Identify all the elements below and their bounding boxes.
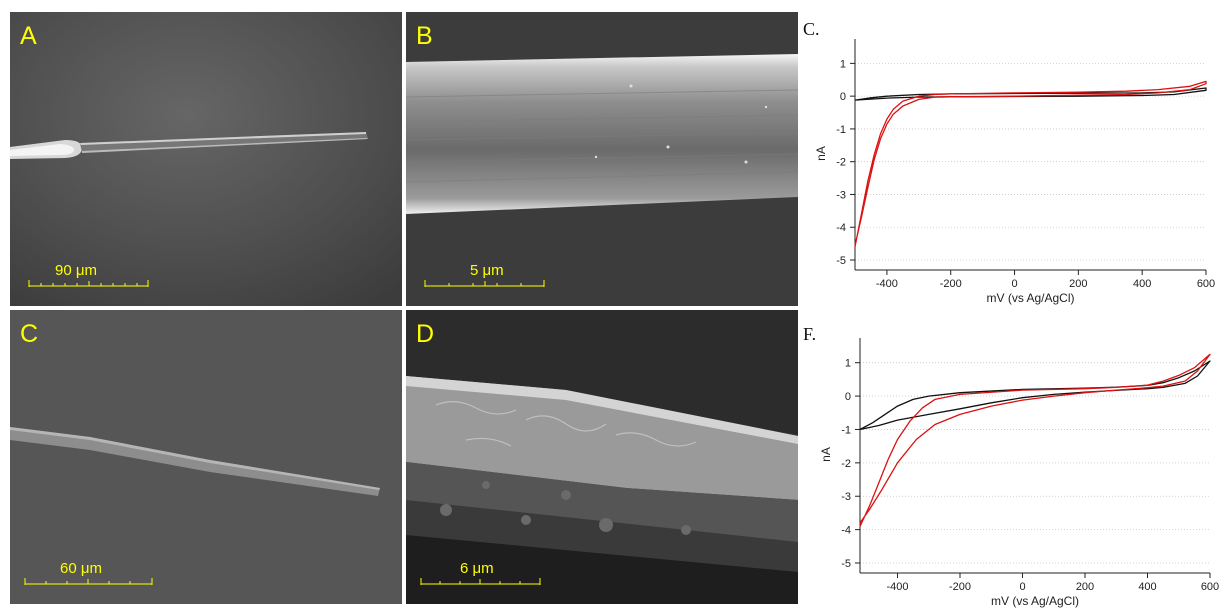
chart-c-y-axis-label: nA — [814, 146, 828, 161]
chart-c-panel-label: C. — [803, 19, 820, 39]
scale-bar-label-c: 60 μm — [60, 560, 102, 577]
panel-label-d: D — [416, 320, 435, 348]
chart-f-y-axis-label: nA — [819, 447, 833, 462]
chart-c-series-line-red — [854, 80, 1207, 248]
scale-bar-c — [24, 578, 153, 585]
sem-panel-b: B 5 μm — [406, 12, 798, 306]
chart-f-y-tick-label: 1 — [845, 358, 851, 370]
scale-bar-b — [424, 280, 545, 287]
scale-bar-label-d: 6 μm — [460, 560, 494, 577]
chart-c-y-tick-label: 1 — [840, 58, 846, 70]
panel-label-b: B — [416, 22, 433, 50]
chart-f-y-tick-label: -1 — [841, 424, 851, 436]
chart-f-y-tick-label: 0 — [845, 391, 851, 403]
chart-f-x-tick-label: 200 — [1076, 581, 1094, 593]
panel-label-a: A — [20, 22, 37, 50]
sem-panel-a: A 90 μm — [10, 12, 402, 306]
panel-label-c: C — [20, 320, 39, 348]
scale-bar-d — [420, 578, 541, 585]
chart-c-y-tick-label: -2 — [836, 157, 846, 169]
chart-f-x-tick-label: 0 — [1019, 581, 1025, 593]
scale-bar-a — [28, 280, 149, 287]
chart-c-x-tick-label: 0 — [1011, 278, 1017, 290]
chart-f-x-tick-label: -400 — [886, 581, 908, 593]
chart-f-x-tick-label: 600 — [1201, 581, 1219, 593]
chart-f-y-tick-label: -3 — [841, 491, 851, 503]
chart-f-x-tick-label: 400 — [1138, 581, 1156, 593]
cv-chart-f-svg: F. -5 -4 -3 -2 -1 0 1 -400 -200 0 200 400 600 mV (vs A… — [803, 324, 1219, 608]
chart-f-series-line-red — [859, 353, 1211, 527]
sem-image-a — [10, 12, 402, 306]
chart-c-y-tick-label: -3 — [836, 189, 846, 201]
chart-c-x-tick-label: 200 — [1069, 278, 1087, 290]
chart-c-x-axis-label: mV (vs Ag/AgCl) — [986, 291, 1074, 305]
chart-c-y-tick-label: -1 — [836, 124, 846, 136]
chart-f-y-tick-label: -2 — [841, 458, 851, 470]
sem-image-b — [406, 12, 798, 306]
chart-f-series-line-black — [859, 360, 1211, 431]
cv-chart-f: F. -5 -4 -3 -2 -1 0 1 -400 -200 0 200 400 600 mV (vs A… — [800, 318, 1220, 608]
scale-bar-label-a: 90 μm — [55, 262, 97, 279]
sem-image-c — [10, 310, 402, 604]
chart-c-y-tick-label: -5 — [836, 255, 846, 267]
scale-bar-label-b: 5 μm — [470, 262, 504, 279]
chart-c-y-tick-label: -4 — [836, 222, 846, 234]
chart-c-x-tick-label: -400 — [876, 278, 898, 290]
chart-f-x-axis-label: mV (vs Ag/AgCl) — [991, 594, 1079, 608]
sem-panel-d: D 6 μm — [406, 310, 798, 604]
chart-f-y-tick-label: -5 — [841, 558, 851, 570]
chart-c-series-line-black — [854, 87, 1207, 101]
chart-c-x-tick-label: 600 — [1197, 278, 1215, 290]
chart-f-panel-label: F. — [803, 324, 816, 344]
sem-image-d — [406, 310, 798, 604]
sem-panel-c: C 60 μm — [10, 310, 402, 604]
chart-f-y-tick-label: -4 — [841, 525, 851, 537]
cv-chart-c: C. -5 -4 -3 -2 -1 0 1 -400 -200 0 200 400 600 mV (vs A… — [800, 15, 1220, 315]
chart-c-y-tick-label: 0 — [840, 91, 846, 103]
chart-c-x-tick-label: -200 — [940, 278, 962, 290]
chart-c-x-tick-label: 400 — [1133, 278, 1151, 290]
cv-chart-c-svg: C. -5 -4 -3 -2 -1 0 1 -400 -200 0 200 400 600 mV (vs A… — [803, 19, 1215, 305]
chart-f-x-tick-label: -200 — [949, 581, 971, 593]
